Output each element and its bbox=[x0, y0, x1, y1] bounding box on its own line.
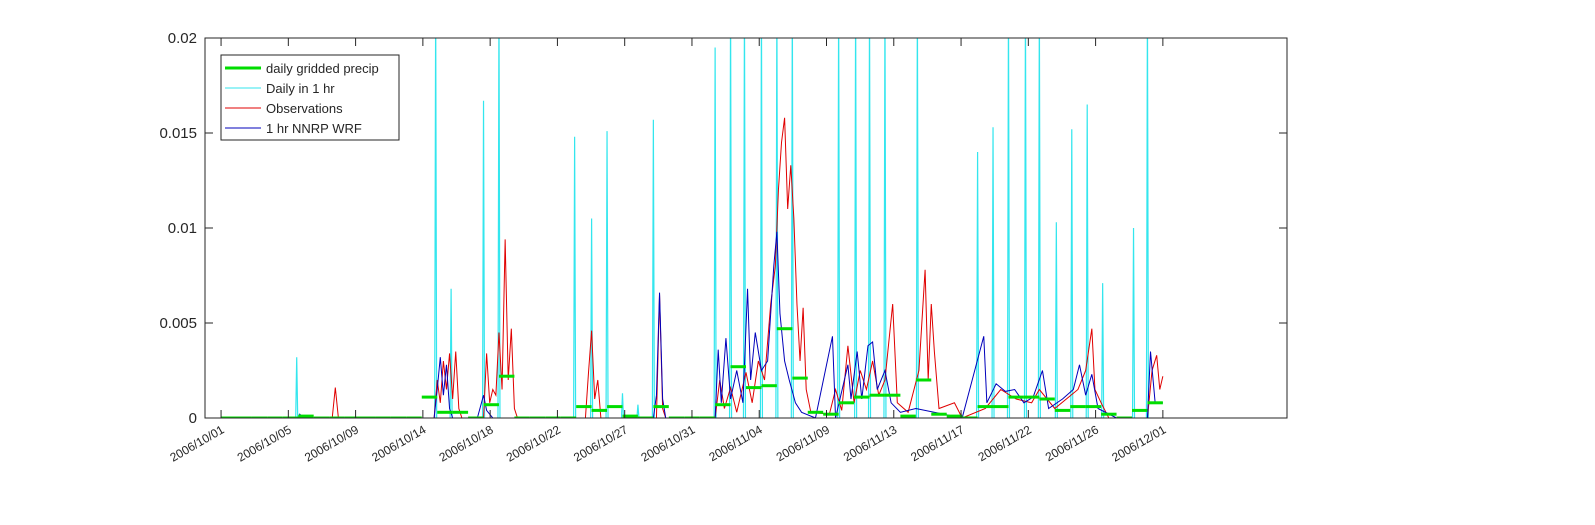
spike bbox=[991, 127, 995, 418]
spike bbox=[449, 288, 453, 418]
spike bbox=[775, 38, 779, 418]
y-tick-label: 0.01 bbox=[168, 220, 197, 237]
spike bbox=[790, 38, 794, 418]
spike bbox=[1131, 227, 1136, 418]
spike bbox=[1145, 38, 1150, 418]
spike bbox=[854, 38, 858, 418]
spike bbox=[1023, 38, 1028, 418]
spike bbox=[883, 38, 887, 418]
legend: daily gridded precip Daily in 1 hr Observa… bbox=[220, 54, 400, 141]
spike bbox=[295, 357, 299, 418]
spike bbox=[915, 38, 919, 418]
spike bbox=[742, 38, 747, 418]
spike bbox=[728, 38, 733, 418]
spike bbox=[759, 38, 764, 418]
legend-label: Daily in 1 hr bbox=[266, 81, 335, 96]
spike bbox=[837, 38, 841, 418]
spike bbox=[497, 38, 501, 418]
legend-label: daily gridded precip bbox=[266, 61, 379, 76]
legend-label: 1 hr NNRP WRF bbox=[266, 121, 362, 136]
spike bbox=[1101, 283, 1105, 418]
spike bbox=[481, 100, 486, 418]
y-tick-label: 0.005 bbox=[159, 315, 197, 332]
spike bbox=[1037, 38, 1041, 418]
spike bbox=[1085, 104, 1089, 418]
spike bbox=[605, 131, 609, 418]
spike bbox=[620, 393, 625, 418]
spike bbox=[1006, 38, 1011, 418]
spike bbox=[434, 38, 438, 418]
y-tick-label: 0 bbox=[189, 410, 197, 427]
spike bbox=[651, 119, 655, 418]
series-line bbox=[221, 231, 1163, 418]
spike bbox=[1054, 222, 1058, 418]
spike bbox=[573, 136, 577, 418]
y-tick-label: 0.015 bbox=[159, 125, 197, 142]
spike bbox=[975, 151, 980, 418]
legend-label: Observations bbox=[266, 101, 343, 116]
plot-area bbox=[221, 38, 1164, 418]
spike bbox=[636, 404, 640, 418]
spike bbox=[713, 47, 717, 418]
spike bbox=[867, 38, 872, 418]
y-tick-label: 0.02 bbox=[168, 30, 197, 47]
spike bbox=[1070, 129, 1074, 418]
